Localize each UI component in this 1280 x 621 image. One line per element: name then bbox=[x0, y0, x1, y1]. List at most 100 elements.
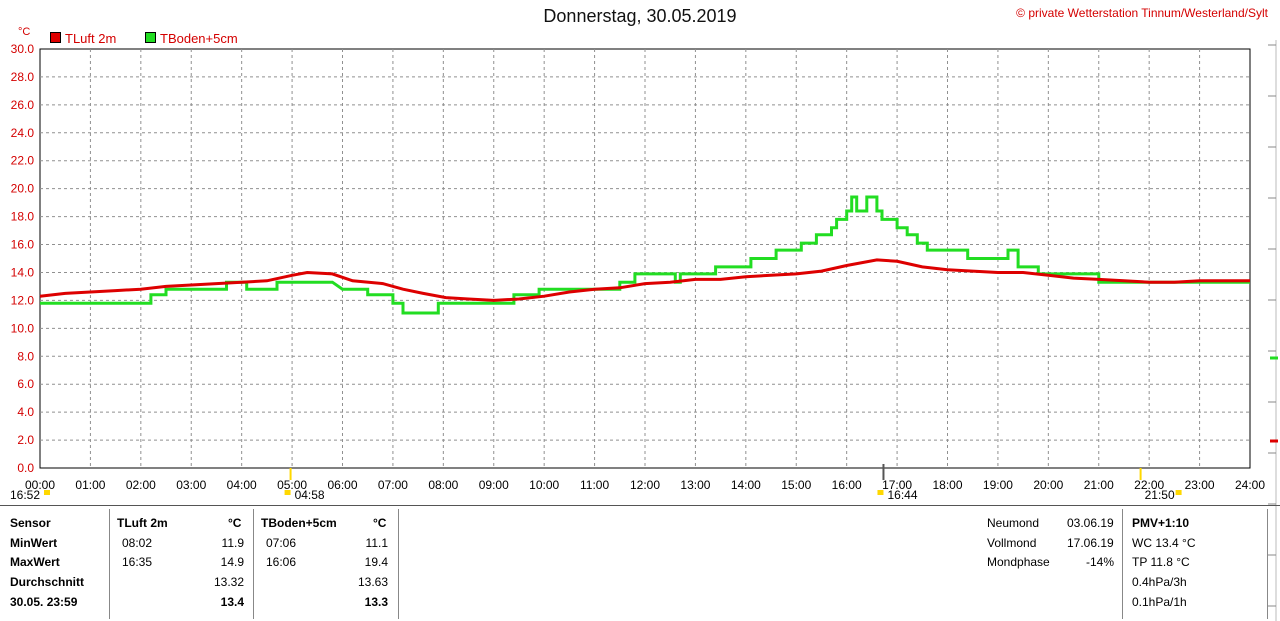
y-axis-unit: °C bbox=[18, 26, 31, 38]
tluft-max-value: 14.9 bbox=[220, 555, 244, 569]
x-axis-ticks: 00:00 01:00 02:00 03:00 04:00 05:00 06:00 07:00… bbox=[25, 478, 1265, 492]
x-tick-label: 22:00 bbox=[1134, 478, 1164, 492]
stats-divider bbox=[253, 509, 254, 619]
x-tick-label: 20:00 bbox=[1033, 478, 1063, 492]
x-tick-label: 19:00 bbox=[983, 478, 1013, 492]
tboden-header: TBoden+5cm bbox=[261, 516, 337, 530]
legend-swatch-tluft bbox=[50, 32, 61, 43]
time-marker-label: 16:44 bbox=[887, 488, 917, 502]
y-tick-label: 20.0 bbox=[11, 182, 35, 196]
x-tick-label: 02:00 bbox=[126, 478, 156, 492]
x-tick-label: 05:00 bbox=[277, 478, 307, 492]
legend-item-tboden: TBoden+5cm bbox=[145, 31, 238, 46]
x-tick-label: 13:00 bbox=[680, 478, 710, 492]
x-tick-label: 09:00 bbox=[479, 478, 509, 492]
x-tick-label: 07:00 bbox=[378, 478, 408, 492]
marker-icon bbox=[1175, 490, 1182, 495]
tluft-header: TLuft 2m bbox=[117, 516, 168, 530]
y-tick-label: 22.0 bbox=[11, 154, 35, 168]
tboden-unit: °C bbox=[373, 516, 387, 530]
x-tick-label: 00:00 bbox=[25, 478, 55, 492]
right-edge-ticks bbox=[1268, 40, 1278, 621]
stats-divider bbox=[398, 509, 399, 619]
vollmond-label: Vollmond bbox=[987, 536, 1037, 550]
time-marker-label: 04:58 bbox=[295, 488, 325, 502]
x-tick-label: 15:00 bbox=[781, 478, 811, 492]
series-line-tboden-5cm bbox=[40, 195, 1250, 315]
stats-table: Sensor MinWert MaxWert Durchschnitt 30.0… bbox=[0, 505, 1280, 621]
vollmond-date: 17.06.19 bbox=[1067, 536, 1114, 550]
legend-item-tluft: TLuft 2m bbox=[50, 31, 116, 46]
row-label-min: MinWert bbox=[10, 536, 58, 550]
y-tick-label: 18.0 bbox=[11, 210, 35, 224]
x-tick-label: 14:00 bbox=[731, 478, 761, 492]
tboden-max-time: 16:06 bbox=[266, 555, 297, 569]
tboden-current-value: 13.3 bbox=[364, 595, 388, 609]
tboden-max-value: 19.4 bbox=[364, 555, 388, 569]
series-lines bbox=[39, 195, 1250, 315]
tluft-max-time: 16:35 bbox=[122, 555, 153, 569]
pmv-tp: TP 11.8 °C bbox=[1132, 555, 1190, 569]
y-tick-label: 10.0 bbox=[11, 321, 35, 335]
row-label-current: 30.05. 23:59 bbox=[10, 595, 78, 609]
pmv-wc: WC 13.4 °C bbox=[1132, 536, 1196, 550]
y-tick-label: 4.0 bbox=[17, 405, 34, 419]
tluft-avg-value: 13.32 bbox=[213, 575, 244, 589]
stats-divider-top bbox=[0, 505, 1280, 506]
neumond-label: Neumond bbox=[987, 516, 1040, 530]
x-tick-label: 23:00 bbox=[1185, 478, 1215, 492]
mondphase-value: -14% bbox=[1085, 555, 1114, 569]
chart-title: Donnerstag, 30.05.2019 bbox=[543, 6, 737, 26]
y-tick-label: 8.0 bbox=[17, 349, 34, 363]
y-tick-label: 16.0 bbox=[11, 238, 35, 252]
x-tick-label: 01:00 bbox=[75, 478, 105, 492]
tboden-min-time: 07:06 bbox=[266, 536, 297, 550]
x-tick-label: 06:00 bbox=[327, 478, 357, 492]
row-label-sensor: Sensor bbox=[10, 516, 51, 530]
copyright-text: © private Wetterstation Tinnum/Westerlan… bbox=[1016, 6, 1268, 20]
x-tick-label: 17:00 bbox=[882, 478, 912, 492]
x-tick-label: 12:00 bbox=[630, 478, 660, 492]
x-tick-label: 08:00 bbox=[428, 478, 458, 492]
marker-icon bbox=[284, 490, 291, 495]
chart-grid bbox=[39, 48, 1251, 469]
y-tick-label: 6.0 bbox=[17, 377, 34, 391]
y-tick-label: 26.0 bbox=[11, 98, 35, 112]
legend-label-tboden: TBoden+5cm bbox=[160, 31, 238, 46]
legend-swatch-tboden bbox=[145, 32, 156, 43]
row-label-avg: Durchschnitt bbox=[10, 575, 85, 589]
tboden-min-value: 11.1 bbox=[365, 536, 388, 550]
x-tick-label: 16:00 bbox=[832, 478, 862, 492]
pmv-pressure-3h: 0.4hPa/3h bbox=[1132, 575, 1187, 589]
tluft-current-value: 13.4 bbox=[220, 595, 244, 609]
time-marker-label: 16:52 bbox=[10, 488, 40, 502]
pmv-pressure-1h: 0.1hPa/1h bbox=[1132, 595, 1187, 609]
x-tick-label: 21:00 bbox=[1084, 478, 1114, 492]
legend-label-tluft: TLuft 2m bbox=[65, 31, 117, 46]
x-tick-label: 03:00 bbox=[176, 478, 206, 492]
pmv-title: PMV+1:10 bbox=[1132, 516, 1190, 530]
stats-divider bbox=[1267, 509, 1268, 619]
tluft-min-value: 11.9 bbox=[221, 536, 244, 550]
y-tick-label: 12.0 bbox=[11, 293, 35, 307]
tboden-avg-value: 13.63 bbox=[357, 575, 388, 589]
stats-divider bbox=[109, 509, 110, 619]
x-tick-label: 10:00 bbox=[529, 478, 559, 492]
row-label-max: MaxWert bbox=[10, 555, 60, 569]
x-tick-label: 18:00 bbox=[932, 478, 962, 492]
y-tick-label: 0.0 bbox=[17, 461, 34, 475]
series-line-tluft-2m bbox=[39, 258, 1250, 302]
y-tick-label: 24.0 bbox=[11, 126, 35, 140]
x-tick-label: 04:00 bbox=[227, 478, 257, 492]
mondphase-label: Mondphase bbox=[987, 555, 1050, 569]
time-marker-label: 21:50 bbox=[1145, 488, 1175, 502]
marker-icon bbox=[44, 490, 50, 495]
y-tick-label: 28.0 bbox=[11, 70, 35, 84]
y-tick-label: 14.0 bbox=[11, 265, 35, 279]
x-tick-label: 24:00 bbox=[1235, 478, 1265, 492]
time-markers: 16:52 04:58 16:44 21:50 bbox=[10, 464, 1182, 502]
y-tick-label: 2.0 bbox=[17, 433, 34, 447]
marker-icon bbox=[877, 490, 884, 495]
neumond-date: 03.06.19 bbox=[1067, 516, 1114, 530]
x-tick-label: 11:00 bbox=[580, 478, 609, 492]
